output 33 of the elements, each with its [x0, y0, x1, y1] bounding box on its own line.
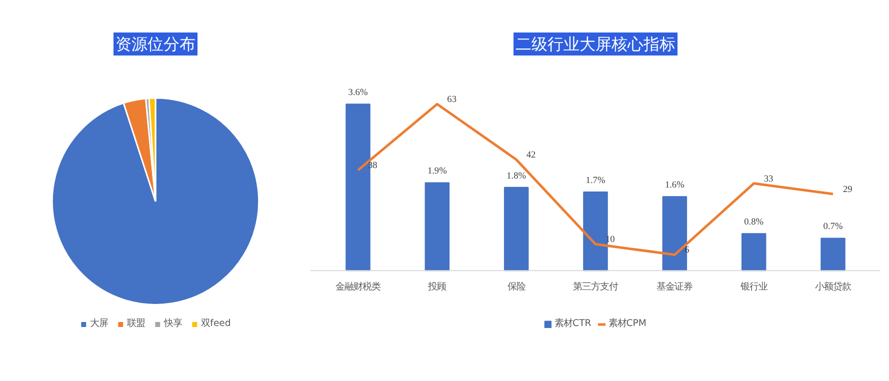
bar: [583, 191, 608, 272]
bar: [741, 233, 766, 272]
legend-label: 双feed: [201, 317, 231, 330]
x-tick-label: 基金证券: [656, 282, 693, 293]
legend-label: 大屏: [90, 317, 110, 330]
bar: [346, 104, 370, 272]
bar: [662, 196, 688, 272]
data-label: 1.8%: [506, 171, 526, 182]
legend-label: 联盟: [127, 317, 146, 330]
x-tick-label: 小额贷款: [815, 282, 851, 293]
chart-title: 二级行业大屏核心指标: [516, 34, 676, 54]
x-tick-label: 投顾: [427, 282, 446, 293]
legend-label: 快享: [164, 317, 184, 330]
data-label: 33: [764, 174, 774, 184]
legend-label: 素材CTR: [554, 317, 592, 330]
data-label: 0.7%: [823, 222, 843, 232]
x-tick-label: 金融财税类: [336, 282, 380, 293]
data-label: 1.9%: [427, 166, 448, 177]
legend-label: 素材CPM: [608, 317, 646, 330]
x-tick-label: 保险: [507, 282, 526, 293]
data-label: 42: [526, 150, 536, 161]
data-label: 63: [447, 95, 457, 106]
bar: [820, 238, 846, 272]
data-label: 29: [843, 184, 853, 195]
data-label: 0.8%: [744, 218, 764, 228]
x-tick-label: 第三方支付: [573, 282, 618, 293]
bar: [504, 186, 529, 272]
data-label: 3.6%: [348, 88, 368, 98]
chart-title: 资源位分布: [116, 34, 196, 54]
data-label: 1.7%: [586, 176, 606, 186]
x-tick-label: 银行业: [739, 282, 768, 293]
data-label: 1.6%: [664, 180, 685, 191]
bar: [424, 182, 450, 272]
